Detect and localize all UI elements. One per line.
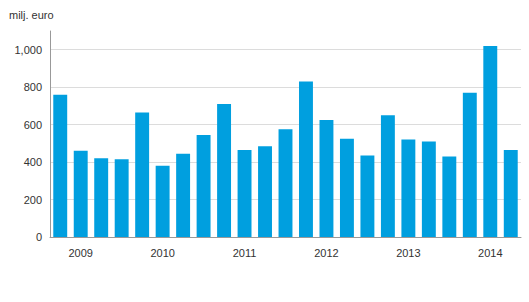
svg-text:2010: 2010 bbox=[150, 247, 174, 259]
svg-text:200: 200 bbox=[24, 194, 42, 206]
svg-text:2012: 2012 bbox=[314, 247, 338, 259]
svg-text:2014: 2014 bbox=[478, 247, 502, 259]
svg-text:400: 400 bbox=[24, 156, 42, 168]
svg-text:1,000: 1,000 bbox=[14, 44, 42, 56]
svg-text:600: 600 bbox=[24, 119, 42, 131]
svg-text:800: 800 bbox=[24, 81, 42, 93]
svg-text:milj. euro: milj. euro bbox=[9, 9, 54, 21]
svg-text:2009: 2009 bbox=[68, 247, 92, 259]
svg-text:2011: 2011 bbox=[233, 247, 257, 259]
svg-text:2013: 2013 bbox=[396, 247, 420, 259]
svg-text:0: 0 bbox=[36, 231, 42, 243]
